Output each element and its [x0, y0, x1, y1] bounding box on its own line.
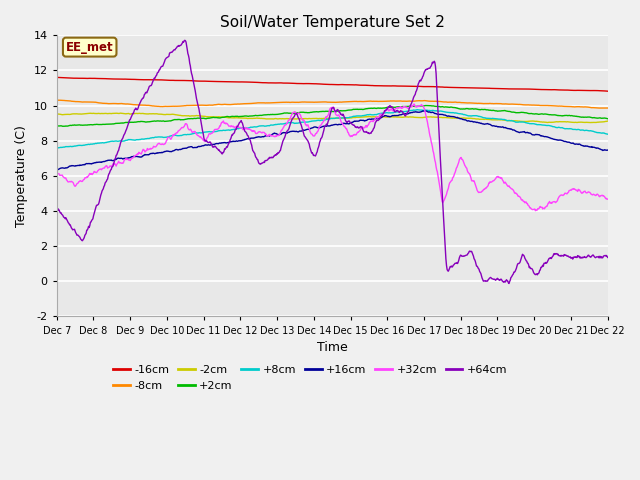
Title: Soil/Water Temperature Set 2: Soil/Water Temperature Set 2	[220, 15, 445, 30]
Y-axis label: Temperature (C): Temperature (C)	[15, 125, 28, 227]
X-axis label: Time: Time	[317, 341, 348, 354]
Text: EE_met: EE_met	[66, 41, 113, 54]
Legend: -16cm, -8cm, -2cm, +2cm, +8cm, +16cm, +32cm, +64cm: -16cm, -8cm, -2cm, +2cm, +8cm, +16cm, +3…	[108, 361, 512, 395]
